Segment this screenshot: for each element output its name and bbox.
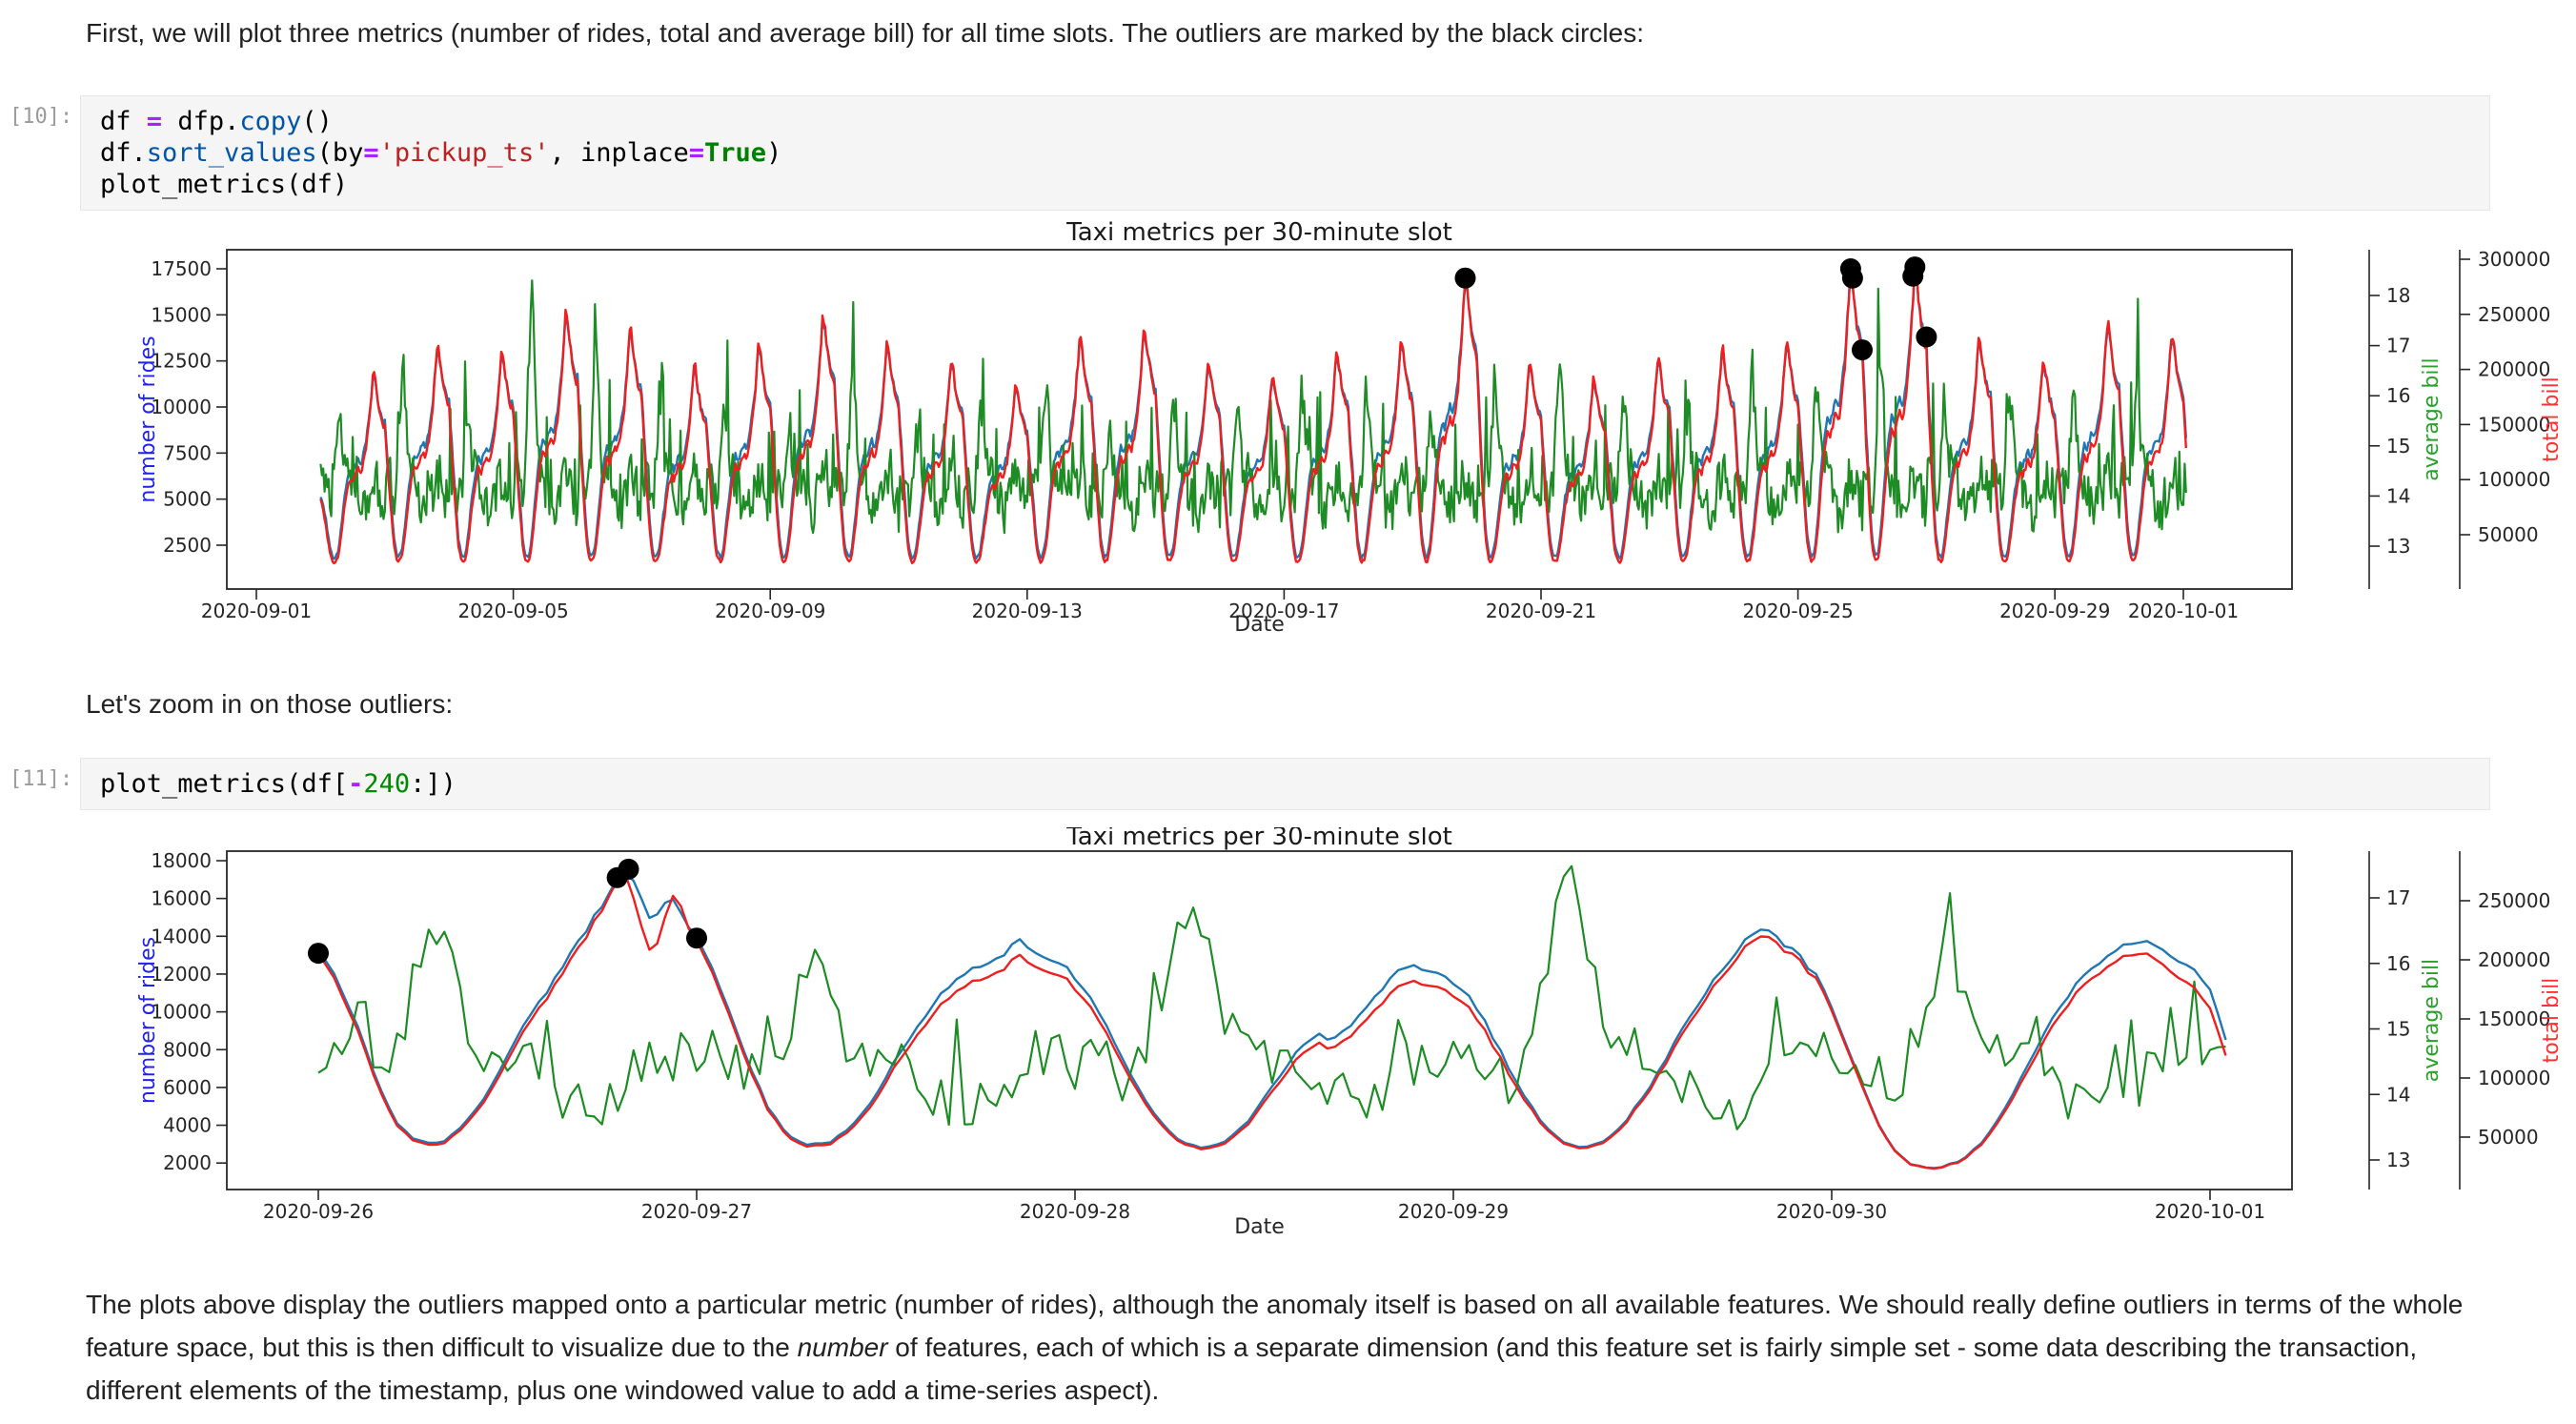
y-tick-label: 10000	[151, 1001, 212, 1024]
total-bill-tick-label: 250000	[2478, 889, 2550, 912]
x-tick-label: 2020-09-26	[263, 1200, 374, 1223]
x-tick-label: 2020-09-30	[1776, 1200, 1887, 1223]
y-axis-label-average-bill: average bill	[2420, 959, 2444, 1082]
x-axis-label-date: Date	[1234, 613, 1285, 637]
total-bill-tick-label: 200000	[2478, 358, 2550, 381]
x-axis-label-date: Date	[1234, 1215, 1285, 1239]
total-bill-tick-label: 150000	[2478, 413, 2550, 436]
avg-bill-tick-label: 17	[2386, 886, 2410, 909]
total-bill-tick-label: 50000	[2478, 523, 2539, 546]
avg-bill-tick-label: 17	[2386, 335, 2410, 357]
outlier-marker	[1852, 339, 1873, 361]
x-tick-label: 2020-09-13	[972, 600, 1083, 622]
plot-border	[226, 850, 2293, 1190]
avg-bill-tick-label: 15	[2386, 1018, 2410, 1041]
outlier-marker	[686, 927, 707, 949]
total-bill-tick-label: 200000	[2478, 948, 2550, 971]
outlier-marker	[308, 943, 329, 965]
code-cell-10[interactable]: df = dfp.copy() df.sort_values(by='picku…	[80, 95, 2490, 211]
avg-bill-tick-label: 14	[2386, 484, 2410, 507]
figure-taxi-metrics-full-month: Taxi metrics per 30-minute slot 17500 1500…	[136, 218, 2564, 637]
x-tick-label: 2020-10-01	[2128, 600, 2239, 622]
total-bill-tick-label: 100000	[2478, 468, 2550, 491]
y-tick-label: 2500	[163, 534, 212, 557]
y-tick-label: 2000	[163, 1151, 212, 1174]
y-tick-label: 5000	[163, 488, 212, 511]
code-editor-11[interactable]: plot_metrics(df[-240:])	[100, 769, 456, 799]
execution-count-11: [11]:	[10, 767, 73, 791]
y-tick-label: 15000	[151, 303, 212, 326]
x-tick-label: 2020-09-17	[1228, 600, 1339, 622]
code-editor-10[interactable]: df = dfp.copy() df.sort_values(by='picku…	[100, 107, 782, 199]
y-tick-label: 12000	[151, 963, 212, 986]
series-total-bill	[316, 874, 2227, 1170]
total-bill-tick-label: 250000	[2478, 303, 2550, 326]
plot-border	[226, 249, 2293, 590]
total-bill-tick-label: 150000	[2478, 1007, 2550, 1030]
y-tick-label: 8000	[163, 1038, 212, 1061]
chart-title: Taxi metrics per 30-minute slot	[1065, 827, 1452, 851]
y-tick-label: 18000	[151, 849, 212, 872]
markdown-cell-intro: First, we will plot three metrics (numbe…	[86, 18, 1644, 48]
avg-bill-tick-label: 18	[2386, 284, 2410, 307]
y-axis-label-average-bill: average bill	[2420, 357, 2444, 480]
series-number-of-rides	[316, 872, 2227, 1170]
x-tick-label: 2020-09-01	[201, 600, 312, 622]
y-tick-label: 16000	[151, 887, 212, 910]
x-tick-label: 2020-09-05	[457, 600, 568, 622]
x-tick-label: 2020-09-28	[1020, 1200, 1130, 1223]
markdown-cell-closing: The plots above display the outliers map…	[86, 1290, 2464, 1405]
total-bill-tick-label: 300000	[2478, 248, 2550, 271]
series-average-bill	[317, 865, 2226, 1130]
x-tick-label: 2020-09-09	[715, 600, 825, 622]
outlier-marker	[1904, 256, 1926, 278]
x-tick-label: 2020-10-01	[2155, 1200, 2265, 1223]
y-tick-label: 14000	[151, 925, 212, 947]
outlier-marker	[618, 858, 639, 880]
avg-bill-tick-label: 13	[2386, 1149, 2410, 1171]
y-axis-label-rides: number of rides	[136, 336, 160, 502]
avg-bill-tick-label: 13	[2386, 535, 2410, 558]
y-tick-label: 4000	[163, 1114, 212, 1137]
series-average-bill	[319, 279, 2187, 535]
code-cell-11[interactable]: plot_metrics(df[-240:])	[80, 758, 2490, 810]
italic-word: number	[797, 1332, 888, 1362]
x-tick-label: 2020-09-21	[1486, 600, 1596, 622]
avg-bill-tick-label: 16	[2386, 384, 2410, 407]
series-total-bill	[319, 267, 2187, 565]
y-axis-label-total-bill: total bill	[2540, 376, 2564, 462]
x-tick-label: 2020-09-29	[1398, 1200, 1509, 1223]
execution-count-10: [10]:	[10, 105, 73, 129]
y-tick-label: 7500	[163, 441, 212, 464]
figure-taxi-metrics-zoomed: Taxi metrics per 30-minute slot 18000 1600…	[136, 827, 2564, 1239]
x-tick-label: 2020-09-29	[1999, 600, 2110, 622]
x-tick-label: 2020-09-27	[641, 1200, 752, 1223]
y-axis-label-rides: number of rides	[136, 937, 160, 1104]
outlier-marker	[1454, 267, 1476, 289]
avg-bill-tick-label: 14	[2386, 1083, 2410, 1106]
y-tick-label: 10000	[151, 396, 212, 418]
total-bill-tick-label: 100000	[2478, 1067, 2550, 1089]
y-tick-label: 6000	[163, 1076, 212, 1099]
avg-bill-tick-label: 15	[2386, 435, 2410, 458]
chart-title: Taxi metrics per 30-minute slot	[1065, 218, 1452, 247]
outlier-marker	[1841, 267, 1863, 289]
y-axis-label-total-bill: total bill	[2540, 978, 2564, 1064]
y-tick-label: 12500	[151, 350, 212, 373]
x-tick-label: 2020-09-25	[1742, 600, 1853, 622]
markdown-cell-zoom: Let's zoom in on those outliers:	[86, 689, 454, 719]
total-bill-tick-label: 50000	[2478, 1126, 2539, 1149]
outlier-marker	[1916, 326, 1937, 348]
y-tick-label: 17500	[151, 257, 212, 280]
avg-bill-tick-label: 16	[2386, 952, 2410, 975]
